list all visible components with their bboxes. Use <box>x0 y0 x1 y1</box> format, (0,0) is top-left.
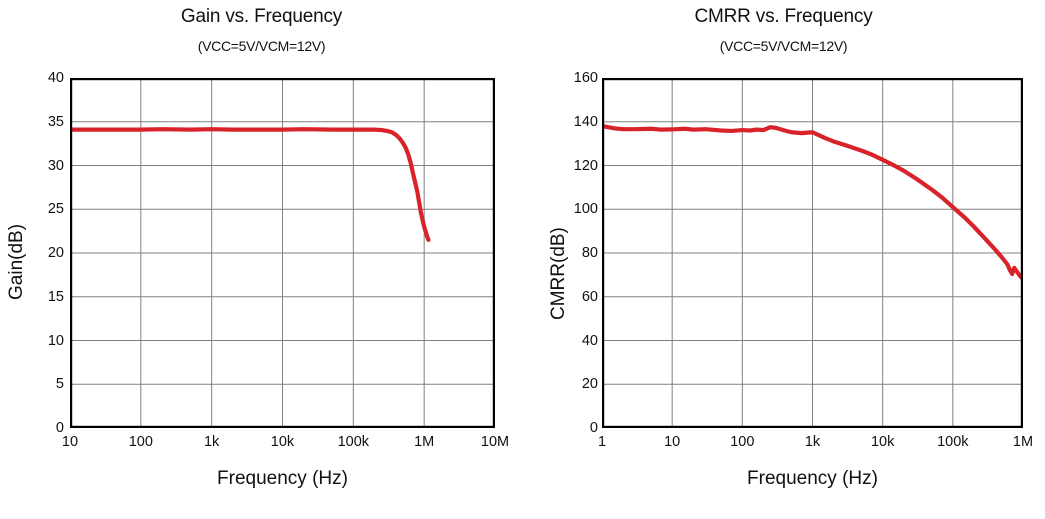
plot-area-gain <box>70 78 495 428</box>
chart-panel-gain: Gain vs. Frequency (VCC=5V/VCM=12V) Gain… <box>6 6 509 489</box>
y-tick: 140 <box>573 113 598 130</box>
x-tick: 1M <box>414 434 435 450</box>
y-axis-ticks-gain: 0 5 10 15 20 25 30 35 40 <box>24 70 64 436</box>
chart-title-cmrr: CMRR vs. Frequency <box>694 6 873 27</box>
x-tick: 100 <box>128 434 153 450</box>
x-axis-ticks-gain: 10 100 1k 10k 100k 1M 10M <box>62 434 509 454</box>
y-tick: 30 <box>47 157 64 174</box>
y-tick: 0 <box>55 420 64 436</box>
gain-plot-svg <box>70 78 495 428</box>
x-tick: 1k <box>203 434 220 450</box>
chart-subtitle-cmrr: (VCC=5V/VCM=12V) <box>719 38 848 54</box>
y-tick: 20 <box>47 245 64 261</box>
x-axis-label-cmrr: Frequency (Hz) <box>747 468 878 489</box>
y-tick: 160 <box>573 70 598 86</box>
x-tick: 10k <box>270 434 295 450</box>
x-tick: 1M <box>1012 434 1034 450</box>
y-tick: 15 <box>47 288 64 305</box>
y-tick: 5 <box>55 376 64 393</box>
y-tick: 80 <box>581 245 598 261</box>
y-axis-ticks-cmrr: 0 20 40 60 80 100 120 140 160 <box>566 70 598 436</box>
x-tick: 100 <box>730 434 755 450</box>
y-tick: 20 <box>581 376 598 393</box>
y-tick: 60 <box>581 288 598 305</box>
x-tick: 10k <box>870 434 895 450</box>
y-tick: 25 <box>47 201 64 218</box>
y-tick: 0 <box>589 420 598 436</box>
x-axis-label-gain: Frequency (Hz) <box>217 468 348 489</box>
x-tick: 10M <box>480 434 510 450</box>
x-tick: 1 <box>597 434 607 450</box>
y-tick: 40 <box>581 332 598 349</box>
y-tick: 35 <box>47 113 64 130</box>
y-tick: 40 <box>47 70 64 86</box>
chart-panel-cmrr: CMRR vs. Frequency (VCC=5V/VCM=12V) <box>522 0 1045 519</box>
y-tick: 10 <box>47 332 64 349</box>
y-tick: 100 <box>573 201 598 218</box>
y-tick: 120 <box>573 157 598 174</box>
plot-area-cmrr <box>602 78 1023 428</box>
x-tick: 1k <box>804 434 821 450</box>
chart-subtitle-gain: (VCC=5V/VCM=12V) <box>197 38 326 54</box>
cmrr-plot-svg <box>602 78 1023 428</box>
x-axis-ticks-cmrr: 1 10 100 1k 10k 100k 1M <box>598 434 1033 454</box>
chart-title-gain: Gain vs. Frequency <box>180 6 343 27</box>
x-tick: 10 <box>61 434 79 450</box>
x-tick: 100k <box>937 434 969 450</box>
x-tick: 100k <box>337 434 370 450</box>
x-tick: 10 <box>664 434 681 450</box>
